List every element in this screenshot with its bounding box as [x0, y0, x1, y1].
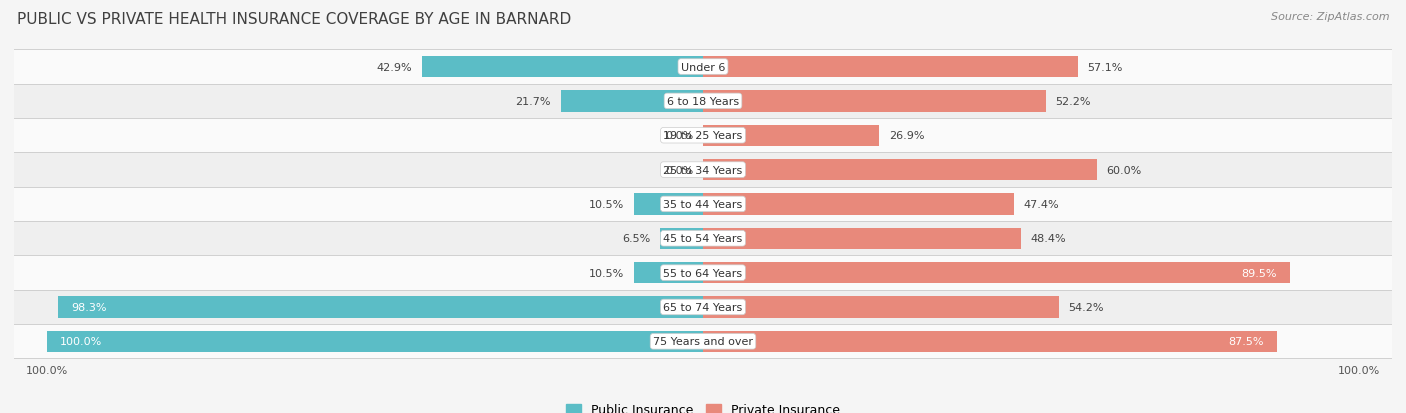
Bar [634, 262, 703, 284]
Text: 6 to 18 Years: 6 to 18 Years [666, 97, 740, 107]
Bar [14, 290, 1392, 324]
Bar [14, 221, 1392, 256]
Bar [422, 57, 703, 78]
Bar [703, 91, 1046, 112]
Text: 45 to 54 Years: 45 to 54 Years [664, 234, 742, 244]
Bar [634, 194, 703, 215]
Bar [703, 262, 1291, 284]
Bar [703, 194, 1014, 215]
Text: 52.2%: 52.2% [1056, 97, 1091, 107]
Text: 47.4%: 47.4% [1024, 199, 1060, 209]
Text: 87.5%: 87.5% [1229, 337, 1264, 347]
Bar [14, 256, 1392, 290]
Bar [703, 57, 1077, 78]
Text: 26.9%: 26.9% [890, 131, 925, 141]
Bar [561, 91, 703, 112]
Bar [14, 188, 1392, 221]
Bar [46, 331, 703, 352]
Text: PUBLIC VS PRIVATE HEALTH INSURANCE COVERAGE BY AGE IN BARNARD: PUBLIC VS PRIVATE HEALTH INSURANCE COVER… [17, 12, 571, 27]
Text: 10.5%: 10.5% [589, 268, 624, 278]
Text: 42.9%: 42.9% [375, 62, 412, 72]
Text: 35 to 44 Years: 35 to 44 Years [664, 199, 742, 209]
Text: 25 to 34 Years: 25 to 34 Years [664, 165, 742, 175]
Bar [14, 50, 1392, 85]
Text: Under 6: Under 6 [681, 62, 725, 72]
Bar [703, 125, 880, 147]
Bar [703, 297, 1059, 318]
Text: 57.1%: 57.1% [1087, 62, 1123, 72]
Text: Source: ZipAtlas.com: Source: ZipAtlas.com [1271, 12, 1389, 22]
Bar [58, 297, 703, 318]
Text: 89.5%: 89.5% [1241, 268, 1277, 278]
Text: 10.5%: 10.5% [589, 199, 624, 209]
Text: 60.0%: 60.0% [1107, 165, 1142, 175]
Bar [14, 153, 1392, 188]
Text: 48.4%: 48.4% [1031, 234, 1066, 244]
Text: 0.0%: 0.0% [665, 131, 693, 141]
Bar [14, 119, 1392, 153]
Bar [14, 85, 1392, 119]
Text: 6.5%: 6.5% [623, 234, 651, 244]
Bar [661, 228, 703, 249]
Text: 54.2%: 54.2% [1069, 302, 1104, 312]
Text: 55 to 64 Years: 55 to 64 Years [664, 268, 742, 278]
Text: 75 Years and over: 75 Years and over [652, 337, 754, 347]
Text: 100.0%: 100.0% [60, 337, 103, 347]
Text: 19 to 25 Years: 19 to 25 Years [664, 131, 742, 141]
Text: 21.7%: 21.7% [515, 97, 551, 107]
Bar [703, 228, 1021, 249]
Text: 65 to 74 Years: 65 to 74 Years [664, 302, 742, 312]
Bar [14, 324, 1392, 358]
Bar [703, 331, 1277, 352]
Legend: Public Insurance, Private Insurance: Public Insurance, Private Insurance [561, 398, 845, 413]
Text: 0.0%: 0.0% [665, 165, 693, 175]
Bar [703, 159, 1097, 181]
Text: 98.3%: 98.3% [72, 302, 107, 312]
